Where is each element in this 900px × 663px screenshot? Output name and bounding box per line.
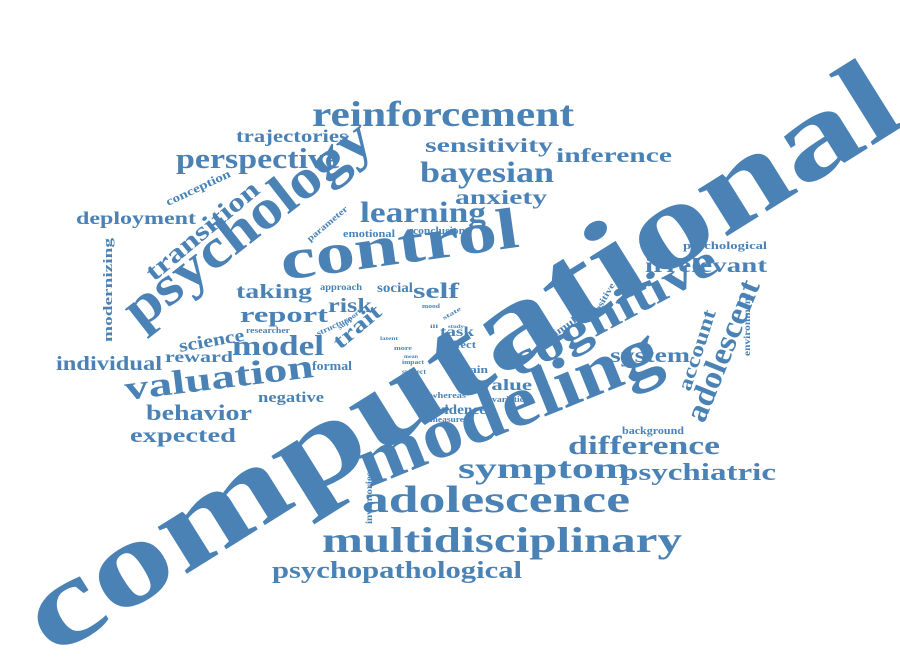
- word-anxiety: anxiety: [455, 187, 547, 209]
- word-taking: taking: [236, 281, 312, 303]
- word-model: model: [232, 331, 324, 362]
- word-inference: inference: [556, 145, 672, 167]
- word-more: more: [394, 346, 412, 352]
- word-multidisciplinary: multidisciplinary: [322, 520, 682, 560]
- word-mood: mood: [422, 304, 441, 310]
- word-trajectories: trajectories: [236, 126, 348, 146]
- word-variation: variation: [492, 395, 531, 404]
- word-emotional: emotional: [343, 228, 395, 240]
- word-modernizing: modernizing: [100, 237, 115, 342]
- word-study: study: [448, 325, 465, 330]
- word-reinforcement: reinforcement: [312, 94, 574, 134]
- word-impact: impact: [402, 360, 424, 366]
- word-environment: environment: [742, 294, 752, 356]
- word-social: social: [377, 281, 413, 296]
- word-mean: mean: [404, 355, 418, 360]
- word-subject: subject: [402, 368, 427, 376]
- word-explain: explain: [446, 364, 488, 376]
- word-self: self: [413, 278, 460, 303]
- word-effect: effect: [446, 339, 476, 351]
- word-system: system: [610, 345, 690, 367]
- word-psychopathological: psychopathological: [272, 558, 522, 584]
- word-inventories: inventories: [364, 471, 374, 524]
- word-value: value: [480, 377, 532, 394]
- word-bayesian: bayesian: [420, 156, 554, 189]
- word-conclusion: conclusion: [413, 226, 465, 237]
- word-background: background: [622, 426, 685, 437]
- word-psychological: psychological: [683, 240, 767, 252]
- word-perspective: perspective: [176, 144, 340, 175]
- word-irrelevant: irrelevant: [645, 255, 767, 277]
- word-report: report: [240, 302, 329, 327]
- word-approach: approach: [320, 282, 362, 292]
- word-adolescence: adolescence: [362, 479, 630, 521]
- word-behavior: behavior: [146, 400, 252, 425]
- word-individual: individual: [56, 353, 163, 375]
- word-expected: expected: [130, 425, 236, 447]
- word-reward: reward: [165, 349, 233, 366]
- word-researcher: researcher: [246, 326, 291, 335]
- word-psychiatric: psychiatric: [620, 460, 776, 486]
- word-sensitivity: sensitivity: [425, 135, 553, 157]
- word-ill: ill: [430, 325, 439, 330]
- word-deployment: deployment: [76, 208, 196, 228]
- word-negative: negative: [258, 390, 324, 406]
- word-formal: formal: [312, 358, 352, 373]
- word-measure: measure: [430, 415, 465, 424]
- word-latent: latent: [380, 337, 398, 342]
- word-whereas: whereas: [430, 391, 466, 400]
